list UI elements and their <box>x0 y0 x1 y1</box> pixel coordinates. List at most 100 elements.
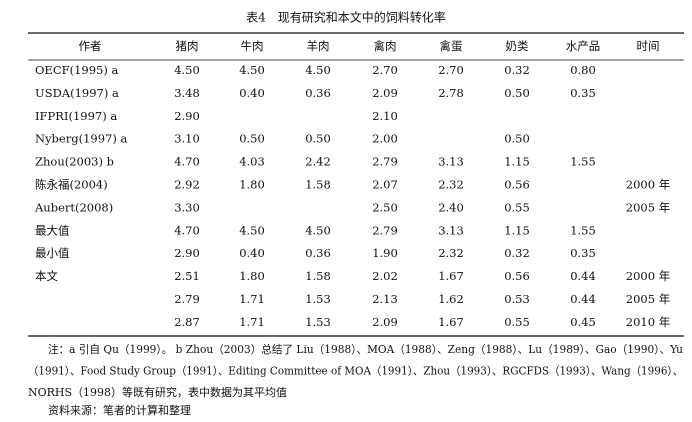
cell: 0.56 <box>504 269 530 283</box>
cell: 2.42 <box>305 155 331 169</box>
cell: 2.07 <box>372 178 398 192</box>
cell: 2.50 <box>372 200 398 214</box>
header-cell: 羊肉 <box>307 39 330 53</box>
cell: 0.50 <box>305 132 331 146</box>
cell: 2.79 <box>372 155 398 169</box>
cell: 3.10 <box>174 132 200 146</box>
cell: 4.50 <box>239 223 265 237</box>
cell: 1.80 <box>239 178 265 192</box>
row-label: OECF(1995) a <box>35 63 118 77</box>
header-cell: 禽蛋 <box>440 39 463 53</box>
cell: 1.58 <box>305 269 331 283</box>
cell: 0.32 <box>504 246 530 260</box>
header-cell: 禽肉 <box>374 39 397 53</box>
cell: 1.15 <box>504 223 530 237</box>
row-label: Zhou(2003) b <box>35 155 114 169</box>
cell: 0.55 <box>504 200 530 214</box>
cell: 4.03 <box>239 155 265 169</box>
row-label: 最小值 <box>35 246 70 260</box>
row-label: Nyberg(1997) a <box>35 132 127 146</box>
cell: 3.48 <box>174 86 200 100</box>
cell: 0.44 <box>570 292 596 306</box>
cell: 2.13 <box>372 292 398 306</box>
cell: 2005 年 <box>626 200 670 214</box>
header-cell: 牛肉 <box>241 39 264 53</box>
header-cell: 猪肉 <box>176 39 199 53</box>
cell: 4.50 <box>174 63 200 77</box>
cell: 4.70 <box>174 223 200 237</box>
cell: 0.56 <box>504 178 530 192</box>
cell: 0.40 <box>239 246 265 260</box>
cell: 1.53 <box>305 292 331 306</box>
cell: 2.70 <box>372 63 398 77</box>
cell: 0.50 <box>239 132 265 146</box>
cell: 2.79 <box>174 292 200 306</box>
cell: 2.51 <box>174 269 200 283</box>
cell: 1.80 <box>239 269 265 283</box>
cell: 1.55 <box>570 155 596 169</box>
cell: 1.71 <box>239 292 265 306</box>
cell: 2.00 <box>372 132 398 146</box>
cell: 1.53 <box>305 315 331 329</box>
row-label: Aubert(2008) <box>34 200 113 214</box>
cell: 3.13 <box>438 155 464 169</box>
row-label: 本文 <box>35 269 58 283</box>
cell: 2.32 <box>438 246 464 260</box>
cell: 2.02 <box>372 269 398 283</box>
cell: 1.67 <box>438 269 464 283</box>
cell: 2000 年 <box>626 269 670 283</box>
cell: 0.44 <box>570 269 596 283</box>
table-title: 表4 现有研究和本文中的饲料转化率 <box>246 10 446 25</box>
cell: 2.87 <box>174 315 200 329</box>
cell: 1.67 <box>438 315 464 329</box>
cell: 2.79 <box>372 223 398 237</box>
row-label: USDA(1997) a <box>35 86 119 100</box>
cell: 2.70 <box>438 63 464 77</box>
cell: 2.90 <box>174 246 200 260</box>
cell: 1.58 <box>305 178 331 192</box>
row-label: IFPRI(1997) a <box>35 109 117 123</box>
cell: 0.53 <box>504 292 530 306</box>
source-note: 资料来源：笔者的计算和整理 <box>48 403 191 417</box>
cell: 0.35 <box>570 86 596 100</box>
cell: 3.30 <box>174 200 200 214</box>
cell: 4.50 <box>305 63 331 77</box>
cell: 1.15 <box>504 155 530 169</box>
cell: 1.55 <box>570 223 596 237</box>
note-line: NORHS（1998）等既有研究，表中数据为其平均值 <box>28 385 287 399</box>
cell: 4.50 <box>305 223 331 237</box>
cell: 2.92 <box>174 178 200 192</box>
header-cell: 作者 <box>79 39 102 53</box>
cell: 2.40 <box>438 200 464 214</box>
cell: 2.10 <box>372 109 398 123</box>
cell: 0.50 <box>504 132 530 146</box>
row-label: 最大值 <box>35 223 70 237</box>
header-cell: 奶类 <box>506 39 529 53</box>
cell: 2.90 <box>174 109 200 123</box>
header-cell: 时间 <box>637 39 660 53</box>
cell: 2000 年 <box>626 178 670 192</box>
cell: 0.36 <box>305 86 331 100</box>
cell: 0.55 <box>504 315 530 329</box>
cell: 2.09 <box>372 315 398 329</box>
note-line: 注：a 引自 Qu（1999）。 b Zhou（2003）总结了 Liu（198… <box>48 342 683 356</box>
cell: 0.80 <box>570 63 596 77</box>
cell: 1.71 <box>239 315 265 329</box>
cell: 1.90 <box>372 246 398 260</box>
cell: 0.35 <box>570 246 596 260</box>
cell: 1.62 <box>438 292 464 306</box>
cell: 3.13 <box>438 223 464 237</box>
cell: 2010 年 <box>626 315 670 329</box>
cell: 2005 年 <box>626 292 670 306</box>
header-cell: 水产品 <box>566 39 601 53</box>
row-label: 陈永福(2004) <box>35 178 108 192</box>
cell: 4.70 <box>174 155 200 169</box>
cell: 0.45 <box>570 315 596 329</box>
cell: 0.50 <box>504 86 530 100</box>
note-line: （1991）、Food Study Group（1991）、Editing Co… <box>28 365 683 378</box>
cell: 0.32 <box>504 63 530 77</box>
cell: 0.40 <box>239 86 265 100</box>
cell: 2.32 <box>438 178 464 192</box>
cell: 4.50 <box>239 63 265 77</box>
